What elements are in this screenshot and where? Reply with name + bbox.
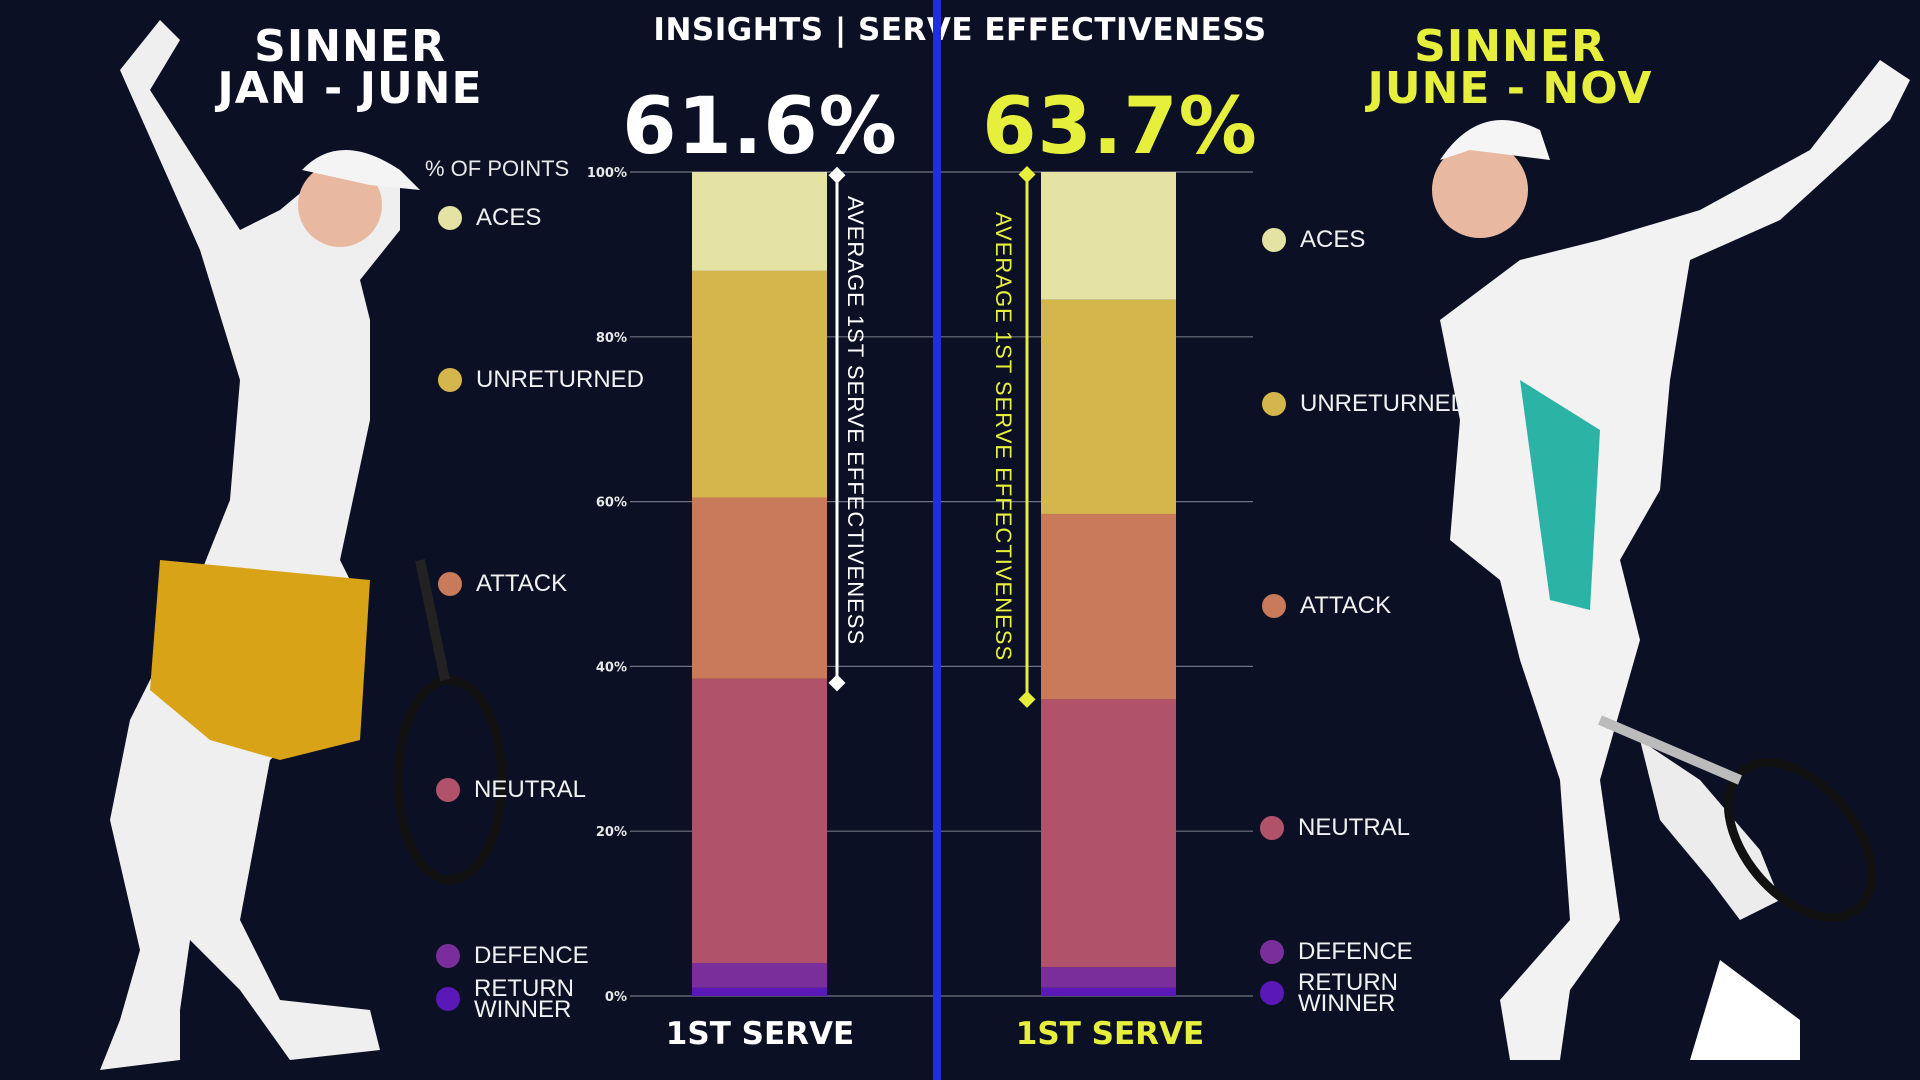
bar-segment-neutral [1041,699,1176,968]
y-tick-label: 40% [596,660,627,675]
left-average-label: AVERAGE 1ST SERVE EFFECTIVENESS [843,196,868,646]
bar-segment-return-winner [1041,987,1176,996]
legend-dot-icon [438,368,462,392]
legend-label: NEUTRAL [474,776,587,803]
legend-item-unreturned: UNRETURNED [438,368,644,392]
legend-label: NEUTRAL [1298,814,1411,841]
bar-segment-aces [1041,172,1176,300]
legend-item-defence: DEFENCE [1260,940,1413,964]
legend-label: UNRETURNED [476,366,644,393]
right-player-figure-icon [1432,60,1910,1060]
y-tick-label: 80% [596,331,627,346]
legend-item-aces: ACES [438,206,541,230]
average-marker-diamond [828,674,846,692]
legend-dot-icon [438,572,462,596]
average-marker-diamond [828,166,846,184]
legend-item-aces: ACES [1262,228,1365,252]
bar-segment-neutral [692,678,827,964]
chart-average-markers [828,165,1036,708]
right-player-name: SINNER [1414,21,1606,72]
legend-dot-icon [1260,981,1284,1005]
bar-segment-defence [692,963,827,988]
bar-segment-unreturned [1041,299,1176,514]
legend-item-attack: ATTACK [438,572,567,596]
right-player-image [1432,60,1910,1060]
right-period-title: SINNER JUNE - NOV [1250,21,1770,114]
average-marker-diamond [1018,690,1036,708]
y-tick-label: 100% [587,166,627,181]
legend-item-unreturned: UNRETURNED [1262,392,1468,416]
legend-dot-icon [1262,392,1286,416]
bar-segment-aces [692,172,827,271]
y-axis-label: % OF POINTS [425,156,570,181]
legend-label: RETURN WINNER [474,975,574,1023]
left-period-title: SINNER JAN - JUNE [90,21,610,114]
legend-dot-icon [1262,594,1286,618]
bar-segment-attack [692,497,827,679]
legend-label: ATTACK [1300,592,1392,619]
left-period-range: JAN - JUNE [217,63,483,114]
legend-item-attack: ATTACK [1262,594,1391,618]
right-period-range: JUNE - NOV [1367,63,1653,114]
bar-segment-defence [1041,967,1176,988]
chart-bars [692,172,1176,996]
right-average-label: AVERAGE 1ST SERVE EFFECTIVENESS [991,212,1016,662]
legend-label: RETURN WINNER [1298,969,1398,1017]
bar-segment-unreturned [692,270,827,498]
left-player-image [100,20,507,1070]
right-effectiveness-value: 63.7% [982,82,1258,172]
left-bar-label: 1ST SERVE [665,1016,855,1052]
legend-label: ACES [1300,226,1366,253]
legend-label: ACES [476,204,542,231]
bar-segment-return-winner [692,987,827,996]
legend-label: ATTACK [476,570,568,597]
legend-dot-icon [438,206,462,230]
legend-label: DEFENCE [1298,938,1413,965]
left-player-figure-icon [100,20,507,1070]
legend-item-neutral: NEUTRAL [436,778,586,802]
y-tick-label: 60% [596,496,627,511]
page-title: INSIGHTS | SERVE EFFECTIVENESS [653,12,1267,48]
legend-dot-icon [436,987,460,1011]
average-marker-diamond [1018,165,1036,183]
legend-dot-icon [436,944,460,968]
legend-label: DEFENCE [474,942,589,969]
left-effectiveness-value: 61.6% [622,82,898,172]
bar-segment-attack [1041,513,1176,700]
y-tick-label: 20% [596,825,627,840]
legend-item-defence: DEFENCE [436,944,589,968]
legend-dot-icon [1260,816,1284,840]
legend-item-return-winner: RETURN WINNER [1260,969,1398,1017]
legend-dot-icon [1260,940,1284,964]
y-tick-label: 0% [605,990,627,1005]
legend-label: UNRETURNED [1300,390,1468,417]
legend-dot-icon [436,778,460,802]
legend-item-return-winner: RETURN WINNER [436,975,574,1023]
right-bar-label: 1ST SERVE [1015,1016,1205,1052]
legend-dot-icon [1262,228,1286,252]
left-player-name: SINNER [254,21,446,72]
legend-item-neutral: NEUTRAL [1260,816,1410,840]
